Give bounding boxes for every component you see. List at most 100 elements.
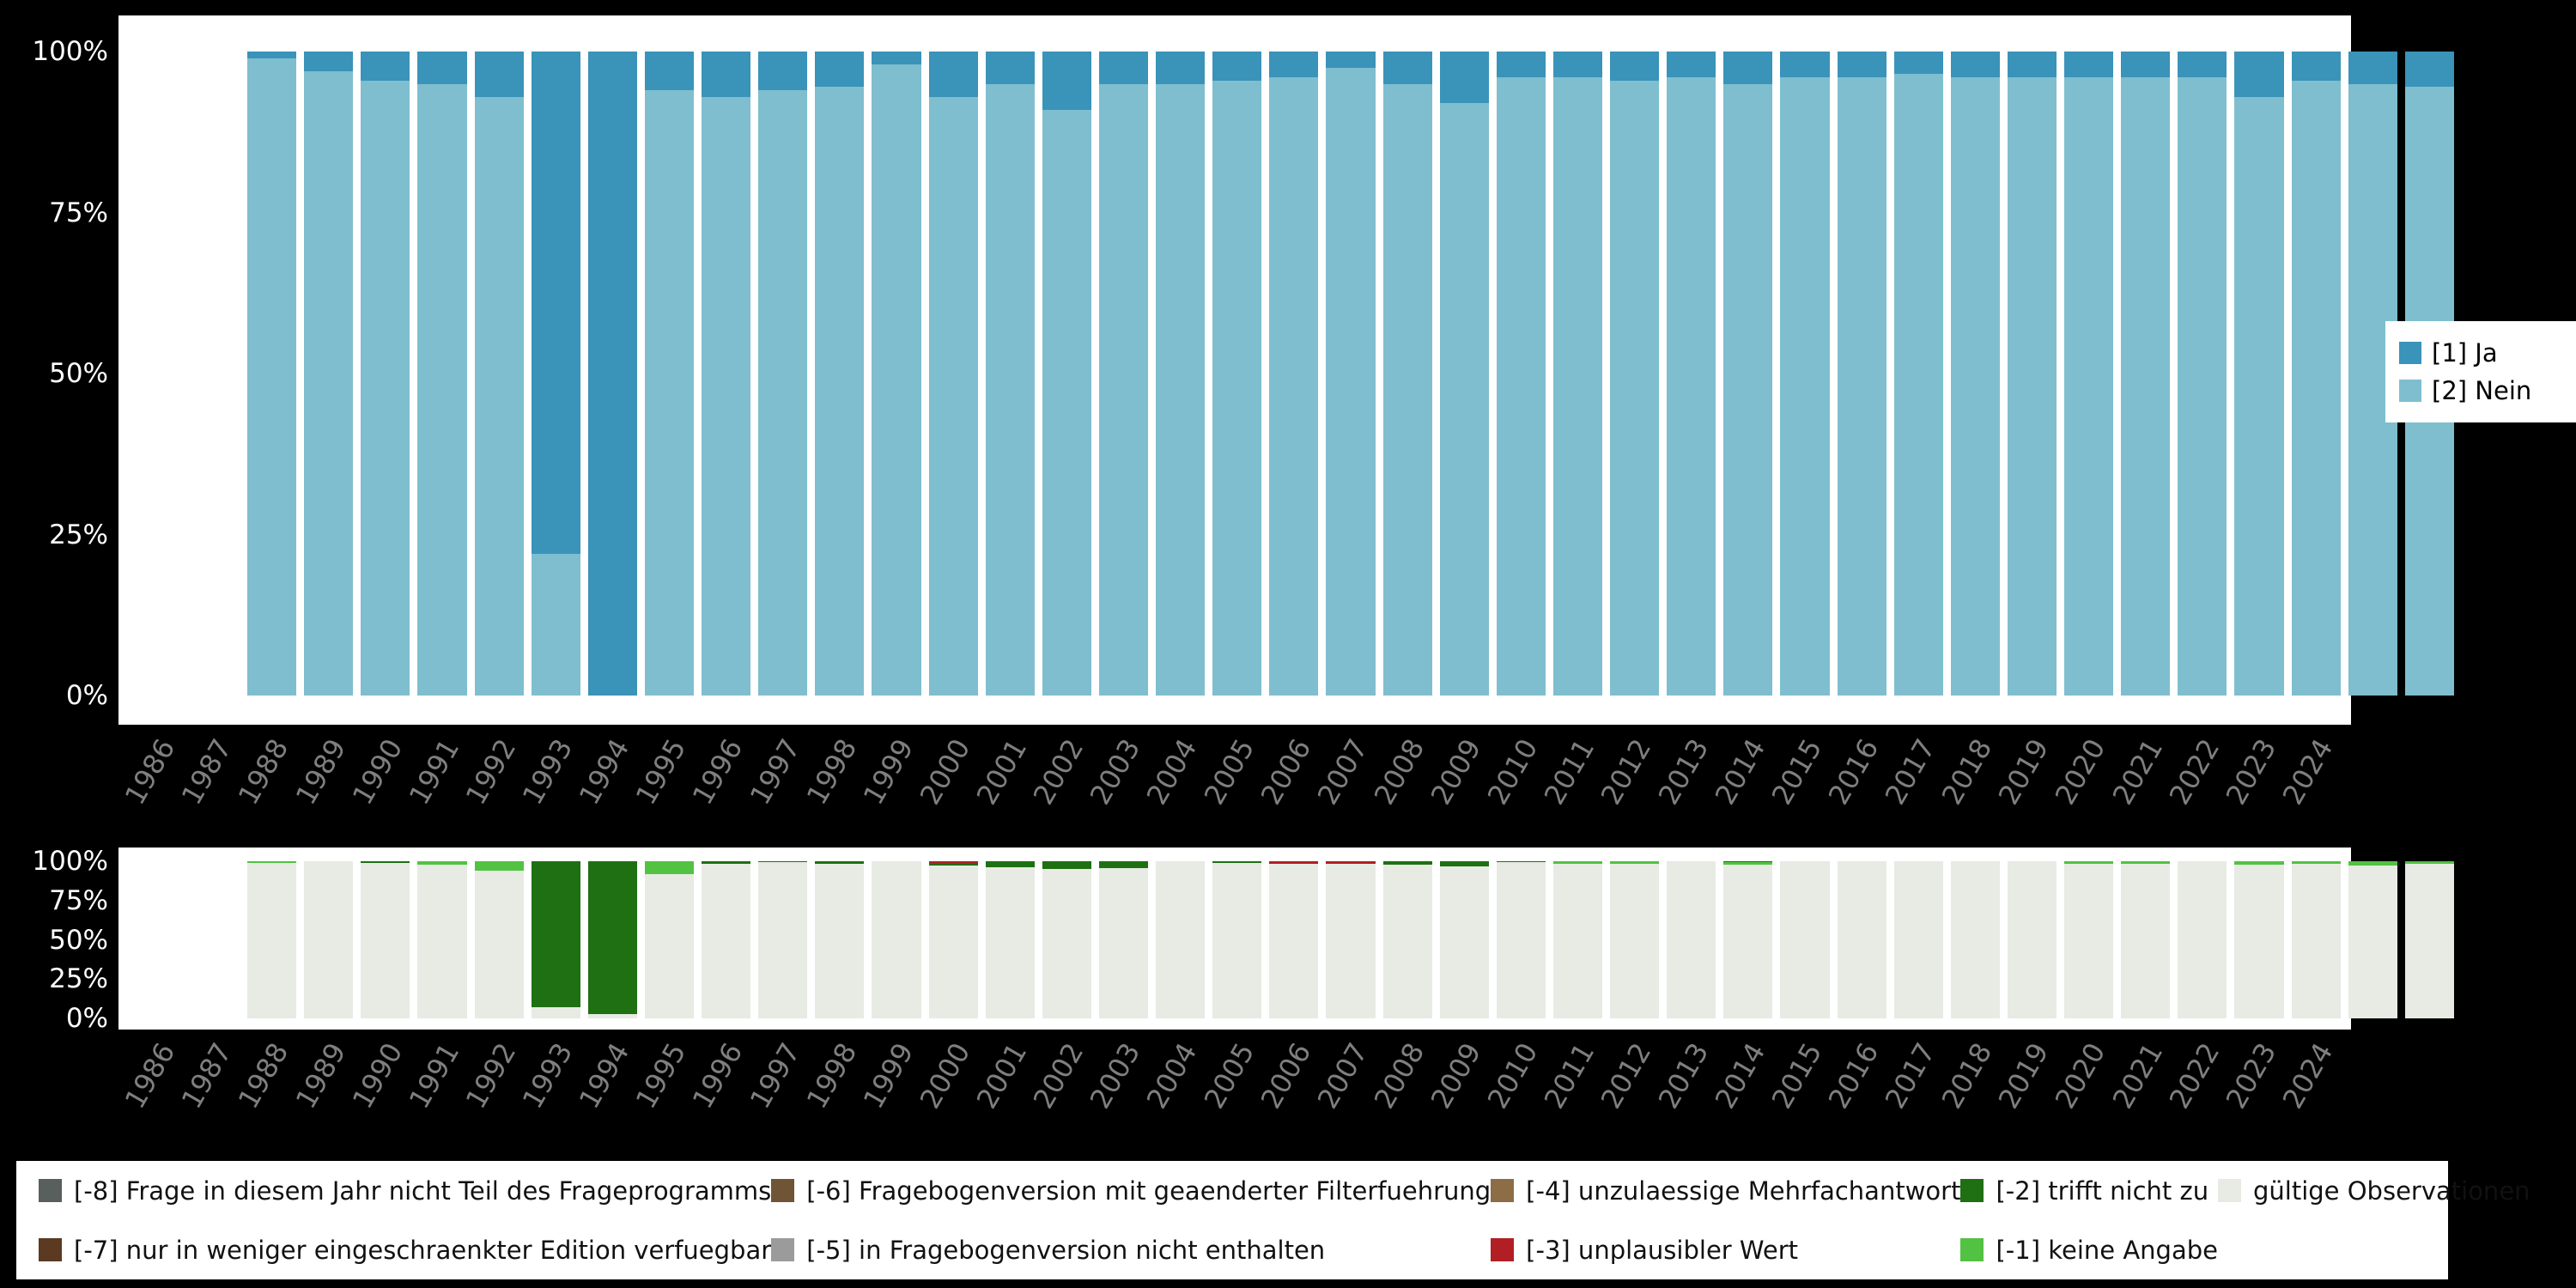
legend-label: [1] Ja: [2432, 338, 2498, 368]
bar-segment: [1610, 80, 1660, 696]
bar-segment: [2291, 80, 2341, 696]
x-axis-label: 2022: [2162, 733, 2226, 811]
bar-segment: [758, 861, 808, 862]
legend-item: [-7] nur in weniger eingeschraenkter Edi…: [39, 1236, 771, 1265]
x-axis-tick: 2023: [2219, 1036, 2282, 1147]
bar-segment: [1723, 83, 1773, 696]
bar-segment: [2404, 861, 2454, 864]
x-axis-label: 2015: [1765, 1037, 1829, 1115]
x-axis-tick: 2015: [1765, 1036, 1828, 1147]
legend-swatch: [2217, 1179, 2241, 1202]
bar-2013: [1780, 52, 1830, 696]
x-axis-label: 1988: [232, 733, 295, 811]
bar-2023: [2348, 861, 2397, 1018]
bar-segment: [1042, 109, 1091, 696]
x-axis-tick: 2021: [2105, 1036, 2169, 1147]
bar-segment: [1950, 861, 2000, 1018]
bar-2009: [1552, 861, 1602, 1018]
x-axis-tick: 2021: [2105, 732, 2169, 843]
bar-segment: [2291, 52, 2341, 81]
bar-segment: [1780, 52, 1830, 77]
bar-segment: [1780, 77, 1830, 696]
bar-segment: [1439, 866, 1489, 1018]
bar-segment: [2234, 96, 2284, 696]
answers-chart-panel: [118, 15, 2454, 725]
bar-2022: [2291, 861, 2341, 1018]
x-axis-label: 2011: [1537, 733, 1601, 811]
x-axis-tick: 2022: [2162, 732, 2226, 843]
x-axis-tick: 2003: [1084, 1036, 1147, 1147]
bar-1998: [928, 52, 978, 696]
bar-segment: [1098, 861, 1148, 869]
x-axis-tick: 1991: [402, 732, 465, 843]
x-axis-label: 1993: [515, 1037, 580, 1115]
x-axis-tick: 1994: [573, 1036, 636, 1147]
bar-segment: [1382, 861, 1432, 865]
x-axis-label: 1994: [572, 733, 636, 811]
x-axis-label: 1992: [459, 1037, 523, 1115]
bar-segment: [1496, 861, 1546, 862]
x-axis-tick: 2010: [1481, 732, 1545, 843]
x-axis-tick: 2009: [1425, 732, 1488, 843]
bar-segment: [1326, 52, 1376, 68]
bar-segment: [1950, 77, 2000, 696]
x-axis-label: 1990: [345, 1037, 409, 1115]
bar-segment: [758, 90, 808, 696]
x-axis-tick: 1988: [232, 732, 295, 843]
bar-2000: [1042, 861, 1091, 1018]
x-axis-tick: 2008: [1368, 1036, 1431, 1147]
x-axis-tick: 2001: [970, 1036, 1034, 1147]
bar-segment: [417, 52, 467, 84]
x-axis-label: 2017: [1878, 1037, 1942, 1115]
x-axis-tick: 2010: [1481, 1036, 1545, 1147]
bar-segment: [1610, 861, 1660, 864]
x-axis-label: 1994: [572, 1037, 636, 1115]
x-axis-label: 1990: [345, 733, 409, 811]
bar-segment: [304, 52, 354, 71]
x-axis-tick: 2004: [1140, 732, 1204, 843]
x-axis-tick: 1996: [686, 1036, 750, 1147]
legend-item: [-1] keine Angabe: [1960, 1236, 2218, 1265]
bar-segment: [417, 861, 467, 865]
bar-segment: [1269, 863, 1319, 1018]
bar-segment: [815, 52, 865, 88]
bar-segment: [2064, 863, 2114, 1018]
x-axis-label: 1997: [743, 1037, 806, 1115]
bar-segment: [531, 52, 580, 554]
legend-label: [-1] keine Angabe: [1996, 1235, 2218, 1265]
x-axis-tick: 2006: [1254, 1036, 1317, 1147]
bar-2021: [2234, 52, 2284, 696]
x-axis-label: 2011: [1537, 1037, 1601, 1115]
bar-segment: [2178, 861, 2227, 1018]
bar-segment: [2348, 52, 2397, 84]
answers-x-axis: 1986 1987 1988 1989 1990 1991 1992 1993 1994 1995…: [118, 732, 2339, 843]
bar-segment: [417, 83, 467, 696]
x-axis-label: 2010: [1480, 733, 1545, 811]
x-axis-label: 1991: [402, 733, 466, 811]
x-axis-tick: 1997: [743, 732, 806, 843]
x-axis-tick: 1999: [856, 1036, 920, 1147]
bar-segment: [361, 861, 410, 863]
bar-segment: [1042, 869, 1091, 1018]
x-axis-tick: 1997: [743, 1036, 806, 1147]
x-axis-tick: 2014: [1708, 1036, 1771, 1147]
x-axis-tick: 2017: [1879, 732, 1942, 843]
bar-segment: [702, 863, 751, 1018]
x-axis-tick: 2018: [1935, 1036, 1999, 1147]
bar-2009: [1552, 52, 1602, 696]
legend-column: [-2] trifft nicht zu [-1] keine Angabe: [1960, 1161, 2218, 1279]
bar-2005: [1326, 52, 1376, 696]
legend-swatch: [1960, 1238, 1984, 1261]
x-axis-label: 1999: [856, 733, 920, 811]
x-axis-label: 2003: [1083, 733, 1147, 811]
bar-2016: [1950, 861, 2000, 1018]
x-axis-tick: 2006: [1254, 732, 1317, 843]
bar-segment: [872, 64, 921, 696]
bar-2015: [1893, 861, 1943, 1018]
bar-segment: [985, 52, 1035, 84]
x-axis-tick: 2016: [1822, 732, 1886, 843]
x-axis-tick: 2012: [1595, 732, 1658, 843]
bar-segment: [474, 861, 524, 871]
bar-segment: [1723, 52, 1773, 84]
bar-segment: [1496, 77, 1546, 696]
